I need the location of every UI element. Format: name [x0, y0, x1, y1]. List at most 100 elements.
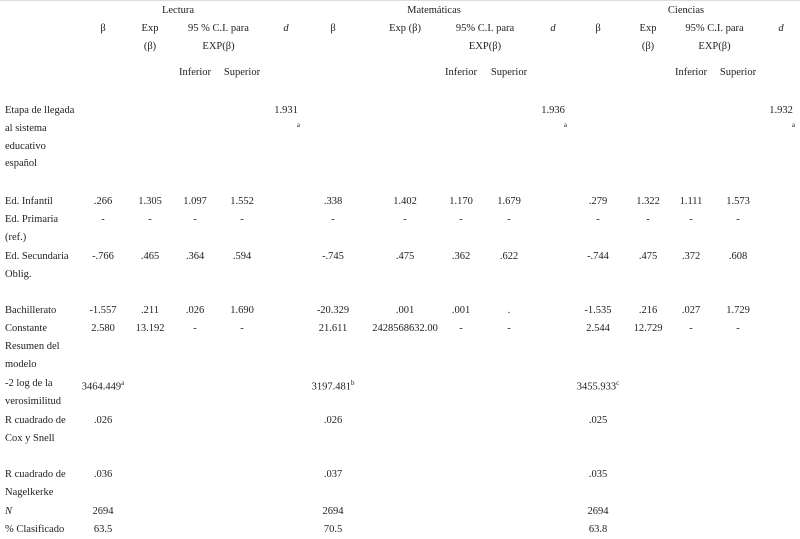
cell: -.745: [322, 251, 344, 262]
cell: 2.544: [586, 323, 610, 334]
cell: .622: [499, 251, 519, 262]
cell: -.744: [587, 251, 609, 262]
cell: -: [736, 214, 740, 225]
cell: .035: [588, 469, 608, 480]
cell: 2.580: [91, 323, 115, 334]
col-d: d: [778, 23, 784, 34]
cell: -: [101, 214, 105, 225]
cell: .475: [638, 251, 658, 262]
col-upper: Superior: [490, 67, 528, 78]
cell: 70.5: [323, 524, 343, 535]
cell: 1.111: [679, 196, 703, 207]
cell: .001: [451, 305, 471, 316]
col-exp: Exp (β): [141, 23, 159, 52]
col-beta: β: [100, 23, 106, 34]
cell: 63.5: [93, 524, 113, 535]
row-label: Resumen del modelo: [5, 341, 60, 370]
col-d: d: [283, 23, 289, 34]
col-upper: Superior: [223, 67, 261, 78]
col-lower: Inferior: [178, 67, 212, 78]
cell-note: a: [791, 120, 795, 129]
row-label: N: [5, 506, 13, 517]
cell: -1.535: [584, 305, 612, 316]
cell: -: [193, 214, 197, 225]
col-lower: Inferior: [444, 67, 478, 78]
col-lower: Inferior: [674, 67, 708, 78]
cell: -: [331, 214, 335, 225]
cell-note: b: [350, 379, 355, 387]
cell-note: a: [121, 379, 125, 387]
row-label: Ed. Secundaria Oblig.: [5, 251, 69, 280]
cell: -: [459, 323, 463, 334]
cell: .216: [638, 305, 658, 316]
cell: 1.573: [726, 196, 750, 207]
cell-note: a: [296, 120, 300, 129]
cell: .338: [323, 196, 343, 207]
cell: .: [507, 305, 511, 316]
cell: .362: [451, 251, 471, 262]
cell: -: [689, 214, 693, 225]
cell: .372: [681, 251, 701, 262]
row-label: Ed. Primaria (ref.): [5, 214, 59, 243]
cell-value: 3455.933: [576, 381, 617, 393]
cell: 2694: [92, 506, 114, 517]
row-label: % Clasificado: [5, 524, 65, 535]
cell-value: 1.936: [541, 105, 565, 116]
cell: 1.690: [230, 305, 254, 316]
row-label: Ed. Infantil: [5, 196, 53, 207]
cell: .266: [93, 196, 113, 207]
cell: .036: [93, 469, 113, 480]
row-label: -2 log de la verosimilitud: [5, 378, 61, 407]
cell: -20.329: [316, 305, 350, 316]
cell: -: [507, 214, 511, 225]
cell: 12.729: [633, 323, 663, 334]
cell-value: 1.932: [769, 105, 793, 116]
cell: .594: [232, 251, 252, 262]
cell: 1.936 a: [533, 102, 573, 130]
row-label: R cuadrado de Nagelkerke: [5, 469, 66, 498]
cell: .026: [323, 415, 343, 426]
col-ci: 95 % C.I. para EXP(β): [188, 23, 249, 52]
cell: 21.611: [318, 323, 348, 334]
group-title: Matemáticas: [407, 5, 461, 16]
cell: 1.552: [230, 196, 254, 207]
cell: .026: [185, 305, 205, 316]
cell: 1.729: [726, 305, 750, 316]
cell: .001: [395, 305, 415, 316]
cell: -: [148, 214, 152, 225]
col-exp: Exp (β): [389, 23, 421, 34]
cell: 1.931 a: [266, 102, 306, 130]
group-title: Ciencias: [667, 5, 705, 16]
cell: -: [646, 214, 650, 225]
cell: 1.932 a: [761, 102, 800, 130]
cell: .025: [588, 415, 608, 426]
cell-value: 3464.449: [81, 381, 122, 393]
cell: 63.8: [588, 524, 608, 535]
cell: 13.192: [135, 323, 165, 334]
col-upper: Superior: [719, 67, 757, 78]
cell: .465: [140, 251, 160, 262]
cell: -: [193, 323, 197, 334]
group-title: Lectura: [161, 5, 195, 16]
cell: -: [459, 214, 463, 225]
cell: .037: [323, 469, 343, 480]
cell: .027: [681, 305, 701, 316]
cell: 3455.933c: [543, 375, 653, 396]
row-label: Etapa de llegada al sistema educativo es…: [5, 105, 75, 170]
cell: -: [596, 214, 600, 225]
cell: 2694: [587, 506, 609, 517]
cell: 1.097: [183, 196, 207, 207]
row-label: R cuadrado de Cox y Snell: [5, 415, 66, 444]
col-d: d: [550, 23, 556, 34]
cell: -: [736, 323, 740, 334]
cell: 1.402: [393, 196, 417, 207]
cell: 1.322: [636, 196, 660, 207]
cell: 3197.481b: [278, 375, 388, 396]
cell-note: c: [616, 379, 620, 387]
col-beta: β: [595, 23, 601, 34]
col-exp: Exp (β): [639, 23, 657, 52]
row-label: Constante: [5, 323, 47, 334]
cell: -.766: [92, 251, 114, 262]
cell: -: [403, 214, 407, 225]
